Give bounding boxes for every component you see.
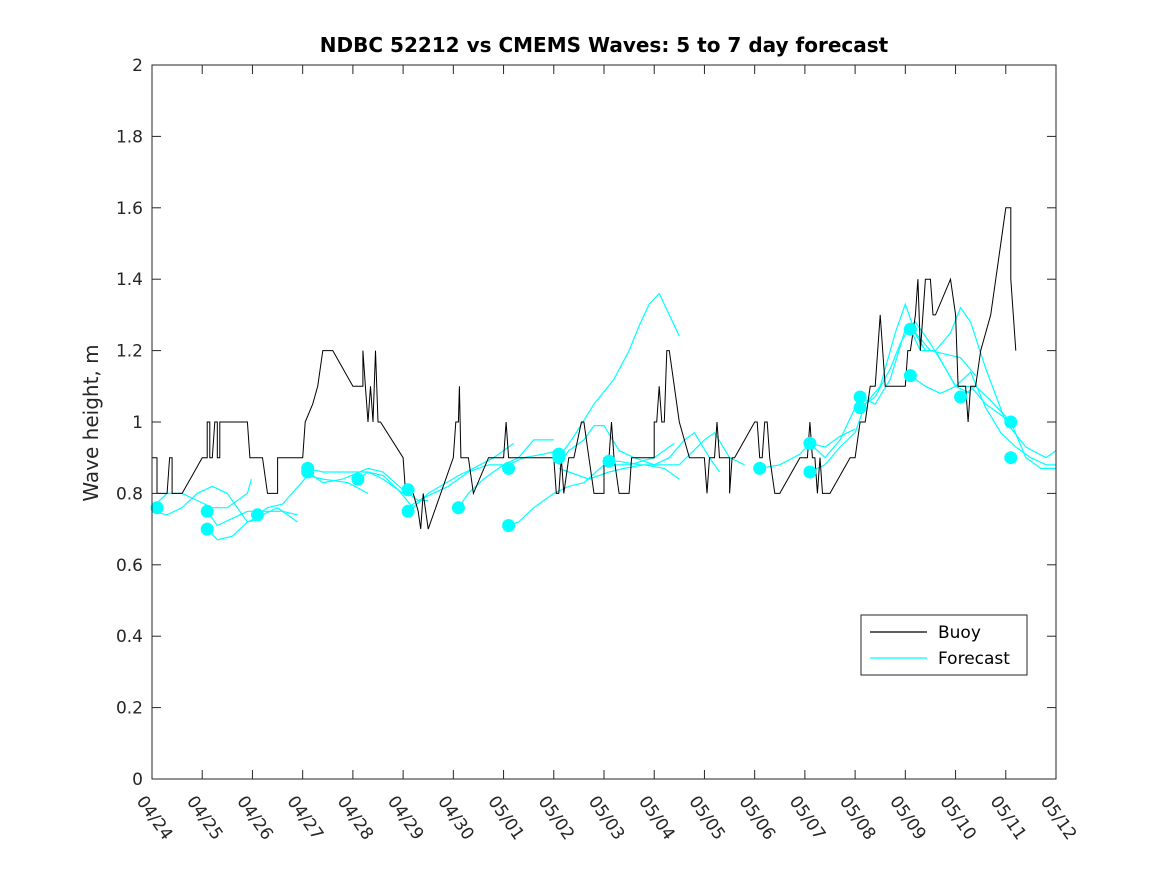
legend-label-0: Buoy bbox=[938, 623, 981, 643]
forecast-marker-9 bbox=[451, 501, 465, 515]
forecast-line-3 bbox=[206, 510, 298, 527]
forecast-marker-14 bbox=[602, 454, 616, 468]
forecast-line-1 bbox=[151, 478, 252, 509]
y-tick-label: 0.2 bbox=[116, 699, 143, 719]
chart-title: NDBC 52212 vs CMEMS Waves: 5 to 7 day fo… bbox=[320, 33, 889, 57]
forecast-marker-6 bbox=[351, 472, 365, 486]
y-tick-label: 0.6 bbox=[116, 556, 143, 576]
forecast-line-12 bbox=[558, 292, 680, 459]
forecast-marker-24 bbox=[1004, 451, 1018, 465]
y-tick-label: 1.8 bbox=[116, 127, 143, 147]
forecast-marker-21 bbox=[903, 369, 917, 383]
forecast-marker-3 bbox=[251, 508, 264, 522]
forecast-line-5 bbox=[307, 467, 404, 494]
forecast-marker-18 bbox=[853, 401, 867, 415]
y-tick-label: 1.2 bbox=[116, 342, 143, 362]
forecast-marker-0 bbox=[150, 501, 164, 515]
forecast-line-20 bbox=[909, 306, 1057, 459]
y-tick-label: 1.6 bbox=[116, 199, 143, 219]
forecast-marker-17 bbox=[803, 465, 817, 479]
y-tick-label: 2 bbox=[132, 56, 143, 76]
forecast-line-10 bbox=[508, 442, 675, 527]
y-axis-label: Wave height, m bbox=[79, 344, 103, 501]
forecast-marker-23 bbox=[1004, 415, 1018, 429]
y-tick-label: 1 bbox=[132, 413, 143, 433]
forecast-marker-19 bbox=[853, 390, 867, 404]
forecast-line-7 bbox=[357, 442, 514, 509]
forecast-line-2 bbox=[206, 507, 298, 541]
y-tick-label: 0 bbox=[132, 770, 143, 790]
forecast-line-6 bbox=[307, 467, 429, 502]
forecast-marker-8 bbox=[401, 504, 415, 518]
forecast-marker-10 bbox=[502, 461, 516, 475]
forecast-line-11 bbox=[558, 464, 680, 480]
forecast-marker-15 bbox=[753, 461, 767, 475]
legend: Buoy Forecast bbox=[860, 614, 1028, 676]
y-tick-label: 1.4 bbox=[116, 270, 143, 290]
plot-area bbox=[150, 207, 1057, 541]
legend-label-1: Forecast bbox=[938, 649, 1010, 669]
forecast-marker-11 bbox=[502, 519, 516, 532]
forecast-marker-7 bbox=[401, 483, 415, 497]
y-tick-label: 0.4 bbox=[116, 627, 143, 647]
forecast-line-19 bbox=[910, 370, 1056, 466]
legend-box bbox=[860, 614, 1028, 676]
forecast-marker-5 bbox=[301, 461, 315, 475]
forecast-line-0 bbox=[151, 485, 263, 523]
forecast-marker-2 bbox=[200, 522, 214, 536]
forecast-marker-13 bbox=[552, 451, 566, 465]
y-tick-label: 0.8 bbox=[116, 484, 143, 504]
forecast-marker-20 bbox=[903, 322, 917, 336]
forecast-line-8 bbox=[407, 450, 559, 509]
forecast-marker-22 bbox=[954, 390, 968, 404]
forecast-marker-16 bbox=[803, 436, 817, 450]
forecast-line-14 bbox=[609, 431, 720, 473]
forecast-line-16 bbox=[809, 302, 977, 473]
forecast-marker-1 bbox=[200, 504, 214, 518]
